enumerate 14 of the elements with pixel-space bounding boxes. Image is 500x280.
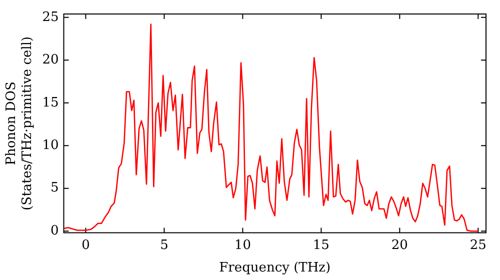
x-tick-label: 10 xyxy=(234,238,251,253)
y-axis-title: Phonon DOS (States/THz·primitive cell) xyxy=(4,36,35,210)
y-tick-label: 20 xyxy=(42,52,59,68)
y-tick-label: 5 xyxy=(50,180,59,196)
x-axis-title: Frequency (THz) xyxy=(219,260,331,276)
y-tick-label: 25 xyxy=(42,10,59,25)
x-tick-label: 5 xyxy=(160,238,168,253)
y-tick-label: 15 xyxy=(42,95,59,110)
y-tick-label: 10 xyxy=(42,138,59,153)
x-tick-label: 20 xyxy=(391,238,408,253)
x-tick-label: 15 xyxy=(312,238,330,253)
x-tick-label: 25 xyxy=(470,238,486,253)
x-tick-label: 0 xyxy=(82,238,90,253)
y-tick-label: 0 xyxy=(50,223,59,238)
